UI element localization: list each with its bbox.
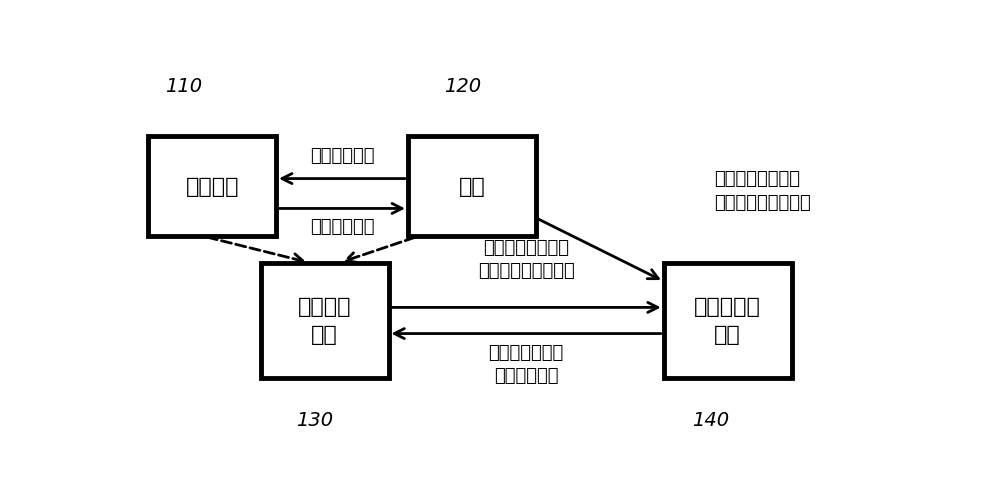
Text: 上行链路信号: 上行链路信号	[310, 217, 374, 235]
Text: 120: 120	[444, 76, 481, 95]
Text: 发送计算的目标
终端位置信息: 发送计算的目标 终端位置信息	[488, 343, 564, 385]
Text: 位置测量服
务器: 位置测量服 务器	[694, 297, 761, 345]
Text: 130: 130	[296, 410, 333, 429]
FancyBboxPatch shape	[664, 263, 792, 378]
Text: 下行链路信号: 下行链路信号	[310, 146, 374, 164]
FancyBboxPatch shape	[408, 136, 536, 237]
Text: 基站: 基站	[458, 177, 485, 197]
FancyBboxPatch shape	[261, 263, 388, 378]
Text: 110: 110	[165, 76, 202, 95]
Text: 发送关于目标终端
上行链路信号的信息: 发送关于目标终端 上行链路信号的信息	[714, 169, 811, 211]
Text: 目标终端: 目标终端	[185, 177, 239, 197]
Text: 位置测量
设备: 位置测量 设备	[298, 297, 351, 345]
Text: 140: 140	[692, 410, 729, 429]
FancyBboxPatch shape	[148, 136, 276, 237]
Text: 发送关于目标终端
上行链路信号的信息: 发送关于目标终端 上行链路信号的信息	[478, 238, 574, 280]
